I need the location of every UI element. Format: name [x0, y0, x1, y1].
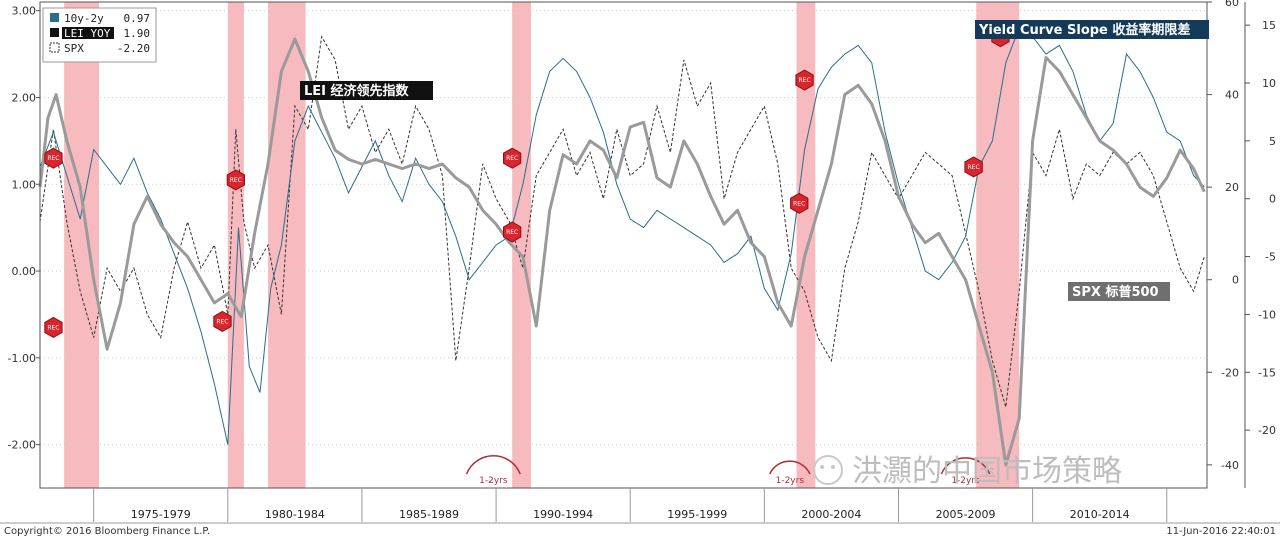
left-axis-tick-label: 3.00 [12, 5, 37, 18]
recession-band [64, 2, 100, 488]
right-outer-axis-tick-label: -40 [1221, 459, 1239, 472]
series-line-spx [39, 35, 1205, 408]
lei-annotation: LEI 经济领先指数 [304, 83, 410, 99]
gap-arc [465, 454, 521, 475]
axes: -2.00 -1.00 0.00 1.00 2.00 3.00 -40 -20 0 20 40 60 -… [0, 0, 1280, 524]
rec-marker-label: REC [230, 177, 242, 184]
gap-arcs: 1-2yrs 1-2yrs 1-2yrs [465, 454, 991, 486]
rec-marker-label: REC [506, 155, 518, 162]
left-axis-tick-label: 0.00 [12, 265, 37, 278]
recession-band [512, 2, 531, 488]
recession-band [227, 2, 244, 488]
recession-bands [64, 2, 1020, 488]
series-lines [38, 27, 1206, 467]
gap-arc-label: 1-2yrs [479, 476, 508, 486]
period-label: 1975-1979 [131, 508, 191, 521]
rec-marker-label: REC [968, 164, 980, 171]
legend-label-lei: LEI YOY [64, 27, 111, 40]
period-label: 1995-1999 [667, 508, 727, 521]
right-outer-axis-tick-label: -20 [1221, 366, 1239, 379]
right-inner-axis-tick-label: 5 [1269, 135, 1276, 148]
legend-value-yield: 0.97 [124, 12, 151, 25]
period-label: 1985-1989 [399, 508, 459, 521]
legend-swatch-lei [50, 28, 59, 37]
legend-swatch-yield [50, 13, 59, 22]
left-axis-tick-label: -1.00 [8, 352, 36, 365]
rec-marker [503, 221, 522, 243]
rec-marker-label: REC [793, 200, 805, 207]
yield-annotation: Yield Curve Slope 收益率期限差 [978, 22, 1190, 38]
series-line-10y-2y [39, 27, 1205, 445]
rec-marker-label: REC [47, 324, 59, 331]
legend-value-lei: 1.90 [124, 27, 151, 40]
legend-label-yield: 10y-2y [64, 12, 104, 25]
period-label: 1990-1994 [533, 508, 593, 521]
rec-marker-label: REC [216, 318, 228, 325]
right-inner-axis-tick-label: -20 [1258, 424, 1276, 437]
spx-annotation-bg [1068, 282, 1170, 301]
legend: 10y-2y 0.97 LEI YOY 1.90 SPX -2.20 [42, 7, 157, 63]
rec-marker [790, 192, 809, 214]
left-axis-tick-label: 2.00 [12, 91, 37, 104]
rec-marker [964, 156, 983, 178]
period-label: 2010-2014 [1070, 508, 1130, 521]
left-axis-tick-label: -2.00 [8, 439, 36, 452]
gap-arc [769, 460, 811, 475]
right-inner-axis-tick-label: -15 [1258, 366, 1276, 379]
rec-marker [44, 147, 63, 169]
legend-value-spx: -2.20 [117, 42, 150, 55]
right-outer-axis-tick-label: 20 [1225, 181, 1239, 194]
gap-arc-label: 1-2yrs [951, 476, 980, 486]
yield-annotation-bg [975, 20, 1209, 39]
legend-label-spx: SPX [64, 42, 84, 55]
right-inner-axis-tick-label: 0 [1269, 193, 1276, 206]
right-outer-axis-tick-label: 60 [1225, 0, 1239, 9]
right-inner-axis-tick-label: 15 [1262, 19, 1276, 32]
right-outer-axis-tick-label: 0 [1232, 274, 1239, 287]
gap-arc-label: 1-2yrs [776, 476, 805, 486]
right-inner-axis-tick-label: -10 [1258, 308, 1276, 321]
lei-annotation-bg [300, 81, 433, 100]
right-inner-axis-tick-label: 10 [1262, 77, 1276, 90]
period-label: 1980-1984 [265, 508, 325, 521]
rec-marker-label: REC [47, 155, 59, 162]
left-axis-tick-label: 1.00 [12, 178, 37, 191]
rec-marker [226, 169, 245, 191]
period-label: 2000-2004 [801, 508, 861, 521]
rec-marker [44, 316, 63, 338]
legend-label-lei-bg [62, 27, 114, 39]
plot-frame [39, 1, 1208, 489]
right-outer-axis-tick-label: 40 [1225, 89, 1239, 102]
right-inner-axis-tick-label: -5 [1265, 251, 1276, 264]
rec-marker-label: REC [799, 77, 811, 84]
watermark: 洪灝的中国市场策略 [813, 454, 1122, 489]
recession-band [268, 2, 306, 488]
rec-marker [503, 147, 522, 169]
gap-arc [940, 457, 991, 475]
copyright-text: Copyright© 2016 Bloomberg Finance L.P. [4, 526, 210, 537]
legend-swatch-spx [49, 42, 60, 53]
series-line-lei-yoy [38, 37, 1206, 467]
rec-marker [213, 310, 232, 332]
period-label: 2005-2009 [936, 508, 996, 521]
wechat-icon [813, 455, 843, 485]
timestamp-text: 11-Jun-2016 22:40:01 [1166, 526, 1276, 537]
rec-marker-label: REC [506, 229, 518, 236]
rec-marker [795, 69, 814, 91]
spx-annotation: SPX 标普500 [1072, 284, 1159, 300]
watermark-text: 洪灝的中国市场策略 [852, 454, 1122, 489]
